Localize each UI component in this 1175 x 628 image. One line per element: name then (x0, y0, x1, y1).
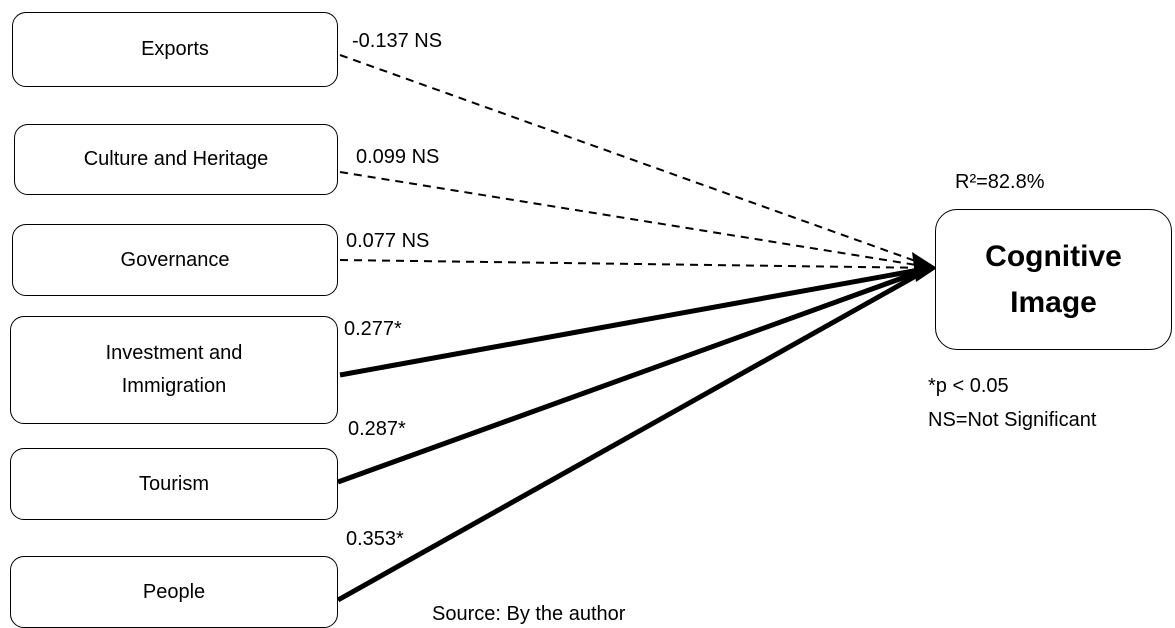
coef-culture: 0.099 NS (356, 146, 440, 168)
box-label: Exports (141, 38, 209, 60)
path-investment (339, 265, 931, 378)
legend-not-significant: NS=Not Significant (928, 409, 1097, 431)
coef-investment: 0.277* (344, 318, 402, 340)
source-note: Source: By the author (432, 603, 626, 625)
box-cognitive-image: Cognitive Image (935, 209, 1172, 350)
coef-exports: -0.137 NS (352, 30, 443, 52)
box-culture-heritage: Culture and Heritage (14, 124, 338, 195)
outcome-label: Cognitive Image (985, 239, 1122, 319)
box-label: Tourism (138, 472, 209, 495)
coef-tourism: 0.287* (348, 418, 406, 440)
box-people: People (10, 556, 338, 628)
legend-significance: *p < 0.05 (928, 375, 1009, 397)
box-label: People (142, 580, 206, 603)
path-culture (339, 171, 936, 269)
box-exports: Exports (12, 12, 338, 87)
path-exports (339, 54, 936, 269)
box-label: Governance (120, 248, 230, 271)
box-tourism: Tourism (10, 448, 338, 520)
path-tourism (337, 265, 931, 485)
path-people (336, 265, 932, 603)
path-governance (339, 259, 936, 269)
coef-people: 0.353* (346, 528, 404, 550)
coef-governance: 0.077 NS (346, 230, 430, 252)
r-squared: R²=82.8% (955, 171, 1045, 193)
box-label: Investment and Immigration (105, 342, 243, 397)
box-investment-immigration: Investment and Immigration (10, 316, 338, 424)
arrowhead-icon (912, 252, 937, 282)
box-governance: Governance (12, 224, 338, 296)
box-label: Culture and Heritage (83, 148, 269, 170)
